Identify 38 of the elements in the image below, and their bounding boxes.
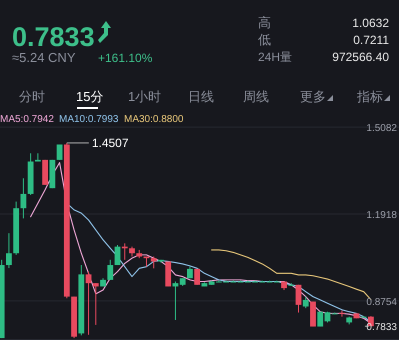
y-tick-label: 0.8754 [366, 296, 398, 308]
text: 日线 [188, 89, 214, 104]
candlestick [194, 268, 200, 286]
candlestick [20, 178, 26, 219]
candlestick [150, 256, 157, 269]
text: MA30:0.8800 [124, 114, 184, 125]
candlestick [86, 271, 92, 336]
text: 0.7211 [353, 33, 390, 47]
candlestick [92, 282, 99, 326]
text: 高 [258, 15, 271, 30]
text: 分时 [19, 89, 45, 104]
candlestick [296, 284, 302, 314]
text: 1.0632 [352, 16, 390, 30]
text: MA5:0.7942 [0, 114, 54, 125]
text: 指标 [356, 89, 383, 104]
text: 低 [258, 32, 271, 47]
text: MA10:0.7993 [59, 114, 119, 125]
text: 15分 [76, 89, 104, 104]
annotation: 1.4507 [92, 136, 129, 150]
text: 972566.40 [332, 50, 390, 64]
candlestick [56, 144, 62, 160]
candlestick [129, 246, 135, 258]
candlestick [302, 296, 309, 309]
ref-line-label: 0.7833 [366, 322, 398, 334]
text: 1小时 [128, 89, 162, 104]
text: ≈5.24 CNY [12, 50, 76, 65]
y-tick-label: 1.5082 [366, 123, 398, 134]
text: 24H量 [258, 50, 292, 64]
text: 周线 [243, 89, 269, 104]
y-tick-label: 1.1918 [366, 210, 398, 222]
text: 更多 [300, 89, 326, 104]
candlestick [114, 244, 120, 266]
candlestick [6, 232, 12, 269]
text: 0.7833 [12, 22, 95, 52]
candlestick [107, 259, 114, 280]
candlestick [144, 256, 150, 268]
text: +161.10% [98, 51, 153, 65]
candlestick [122, 242, 128, 260]
